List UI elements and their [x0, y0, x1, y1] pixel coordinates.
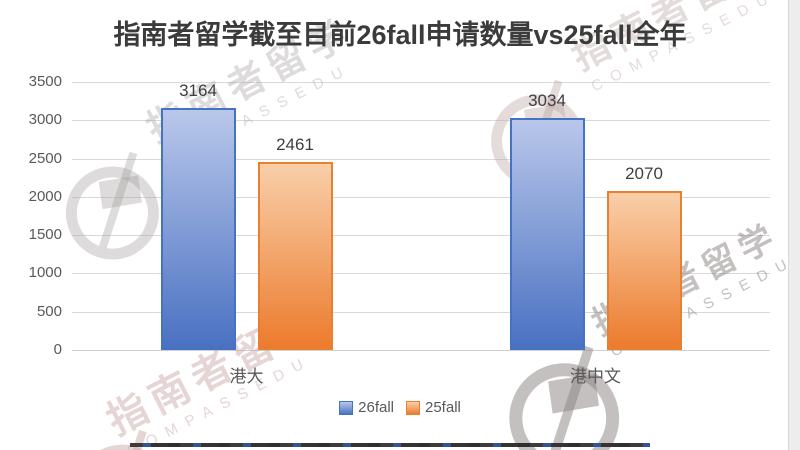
chart-title: 指南者留学截至目前26fall申请数量vs25fall全年: [113, 20, 687, 50]
bar-value-label: 3034: [528, 90, 566, 110]
watermark-en-text: COMPASSEDU: [124, 351, 316, 450]
gridline-1000: [72, 273, 770, 275]
legend-swatch-26fall: [339, 400, 354, 415]
y-axis-tick-label: 2500: [28, 149, 62, 167]
y-axis-tick-label: 1000: [28, 264, 62, 282]
gridline-0: [72, 350, 770, 351]
compass-logo-watermark-icon: [509, 345, 620, 450]
gridline-3000: [72, 120, 770, 122]
x-axis-category-label: 港大: [229, 367, 264, 386]
gridline-2500: [72, 158, 770, 160]
y-axis-tick-label: 2000: [28, 187, 62, 205]
legend-swatch-25fall: [406, 400, 420, 415]
gridline-500: [72, 311, 770, 313]
cropped-text-strip: [130, 443, 650, 447]
bar-value-label: 3164: [179, 80, 217, 100]
bar-26fall-港大: [160, 107, 236, 350]
legend-item-25fall: 25fall: [406, 399, 461, 416]
y-axis-tick-label: 500: [36, 302, 62, 320]
legend-label: 26fall: [358, 399, 394, 416]
x-axis-category-label: 港中文: [570, 367, 621, 386]
legend-item-26fall: 26fall: [339, 399, 394, 416]
bar-25fall-港大: [257, 161, 333, 350]
y-axis-tick-label: 3500: [28, 73, 62, 90]
y-axis-tick-label: 0: [53, 341, 62, 358]
gridline-2000: [72, 196, 770, 198]
bar-25fall-港中文: [606, 191, 682, 350]
bar-value-label: 2070: [625, 164, 663, 184]
bar-value-label: 2461: [276, 134, 314, 154]
chart-legend: 26fall 25fall: [0, 399, 800, 416]
y-axis-tick-label: 1500: [28, 226, 62, 244]
compass-logo-watermark-icon: [65, 151, 159, 260]
legend-label: 25fall: [425, 399, 461, 416]
right-edge-shade: [788, 0, 800, 450]
gridline-1500: [72, 235, 770, 237]
bar-26fall-港中文: [509, 117, 585, 350]
y-axis-tick-label: 3000: [28, 111, 62, 129]
gridline-3500: [72, 82, 770, 83]
